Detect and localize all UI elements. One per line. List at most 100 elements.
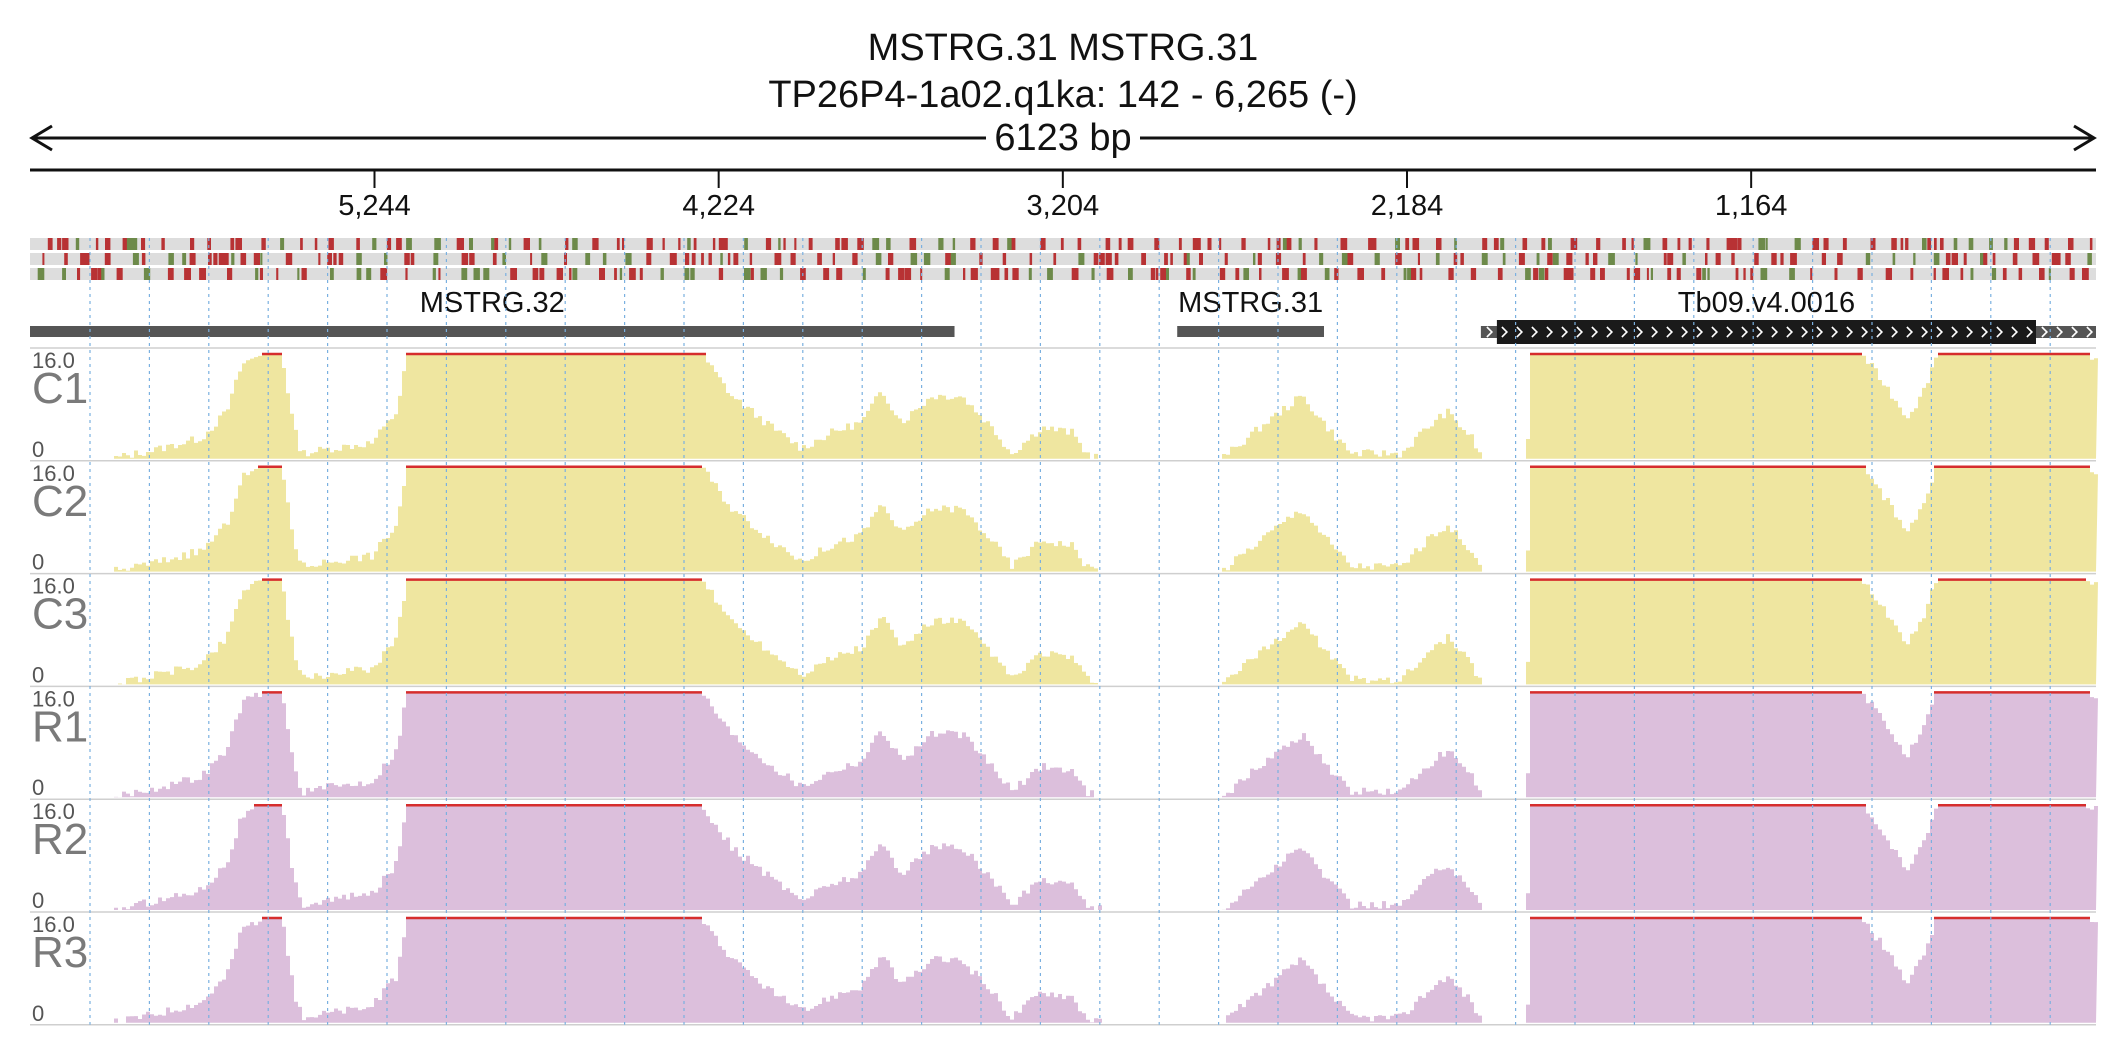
- variant-mark: [1754, 253, 1759, 265]
- variant-mark: [333, 253, 337, 265]
- variant-mark: [1837, 253, 1843, 265]
- variant-mark: [1662, 238, 1668, 250]
- variant-mark: [1114, 253, 1119, 265]
- variant-mark: [1257, 253, 1262, 265]
- strand-chevron-icon: [1501, 326, 1509, 338]
- variant-mark: [143, 268, 151, 280]
- span-arrow-right-icon: [2073, 124, 2097, 152]
- ruler-tick-label: 3,204: [1027, 190, 1100, 222]
- variant-mark: [1677, 238, 1681, 250]
- variant-mark: [396, 238, 402, 250]
- gene-feature[interactable]: MSTRG.31: [1177, 287, 1324, 337]
- variant-mark: [116, 268, 123, 280]
- variant-mark: [2065, 253, 2071, 265]
- variant-mark: [1407, 268, 1414, 280]
- variant-mark: [1600, 268, 1605, 280]
- coverage-tracks: C116.00C216.00C316.00R116.00R216.00R316.…: [30, 347, 2098, 1026]
- variant-mark: [1186, 268, 1191, 280]
- variant-mark: [1357, 268, 1364, 280]
- variant-mark: [1373, 238, 1377, 250]
- variant-mark: [990, 268, 998, 280]
- variant-mark: [1635, 253, 1638, 265]
- variant-mark: [218, 253, 224, 265]
- variant-mark: [1324, 268, 1330, 280]
- variant-mark: [565, 238, 569, 250]
- variant-mark: [1596, 238, 1601, 250]
- variant-mark: [1663, 253, 1667, 265]
- variant-mark: [765, 238, 772, 250]
- track-min-label: 0: [32, 437, 44, 462]
- variant-mark: [992, 238, 999, 250]
- variant-mark: [2089, 238, 2093, 250]
- track-max-label: 16.0: [32, 574, 75, 599]
- variant-mark: [260, 253, 263, 265]
- variant-mark: [910, 253, 918, 265]
- variant-mark: [406, 238, 412, 250]
- variant-mark: [1192, 238, 1200, 250]
- variant-mark: [83, 253, 90, 265]
- variant-mark: [1905, 238, 1909, 250]
- variant-mark: [1282, 268, 1289, 280]
- variant-mark: [720, 253, 723, 265]
- variant-mark: [1199, 253, 1203, 265]
- variant-mark: [1105, 253, 1112, 265]
- variant-mark: [1453, 253, 1458, 265]
- variant-mark: [835, 238, 840, 250]
- variant-mark: [1178, 238, 1182, 250]
- variant-mark: [1243, 268, 1249, 280]
- variant-mark: [662, 238, 665, 250]
- variant-mark: [1319, 253, 1324, 265]
- track-max-label: 16.0: [32, 348, 75, 373]
- variant-mark: [1007, 238, 1014, 250]
- variant-mark: [1164, 253, 1168, 265]
- variant-mark: [599, 268, 605, 280]
- variant-mark: [2004, 238, 2008, 250]
- variant-mark: [2012, 253, 2018, 265]
- track-min-label: 0: [32, 662, 44, 687]
- ruler-tick-label: 5,244: [338, 190, 411, 222]
- variant-mark: [386, 238, 392, 250]
- variant-mark: [1302, 253, 1306, 265]
- strand-chevron-icon: [1951, 326, 1959, 338]
- variant-mark: [778, 238, 781, 250]
- gene-feature[interactable]: Tb09.v4.0016: [1480, 287, 2096, 344]
- variant-mark: [532, 268, 539, 280]
- variant-mark: [1493, 238, 1499, 250]
- variant-mark: [1497, 268, 1503, 280]
- variant-mark: [708, 253, 712, 265]
- gene-feature[interactable]: MSTRG.32: [30, 287, 955, 337]
- variant-mark: [1765, 238, 1768, 250]
- strand-chevron-icon: [2026, 326, 2034, 338]
- variant-mark: [1646, 268, 1649, 280]
- variant-mark: [1945, 253, 1951, 265]
- variant-mark: [750, 268, 754, 280]
- variant-mark: [1500, 238, 1505, 250]
- variant-mark: [1040, 238, 1046, 250]
- strand-chevron-icon: [1561, 326, 1569, 338]
- variant-mark: [1570, 238, 1578, 250]
- variant-mark: [314, 238, 318, 250]
- variant-mark: [1127, 238, 1134, 250]
- variant-mark: [602, 253, 607, 265]
- strand-chevron-icon: [1516, 326, 1524, 338]
- variant-mark: [639, 268, 643, 280]
- variant-mark: [473, 268, 480, 280]
- variant-mark: [718, 238, 724, 250]
- variant-mark: [1207, 238, 1212, 250]
- track-min-label: 0: [32, 1001, 44, 1026]
- variant-mark: [1368, 238, 1375, 250]
- variant-mark: [1688, 238, 1692, 250]
- variant-mark: [1286, 238, 1292, 250]
- variant-mark: [328, 238, 334, 250]
- variant-mark: [105, 238, 111, 250]
- span-arrow-left-icon: [29, 124, 53, 152]
- variant-mark: [318, 253, 321, 265]
- variant-mark: [1706, 238, 1710, 250]
- variant-mark: [1810, 268, 1813, 280]
- span-arrow: 6123 bp: [29, 117, 2097, 159]
- coverage-area: [30, 805, 2098, 910]
